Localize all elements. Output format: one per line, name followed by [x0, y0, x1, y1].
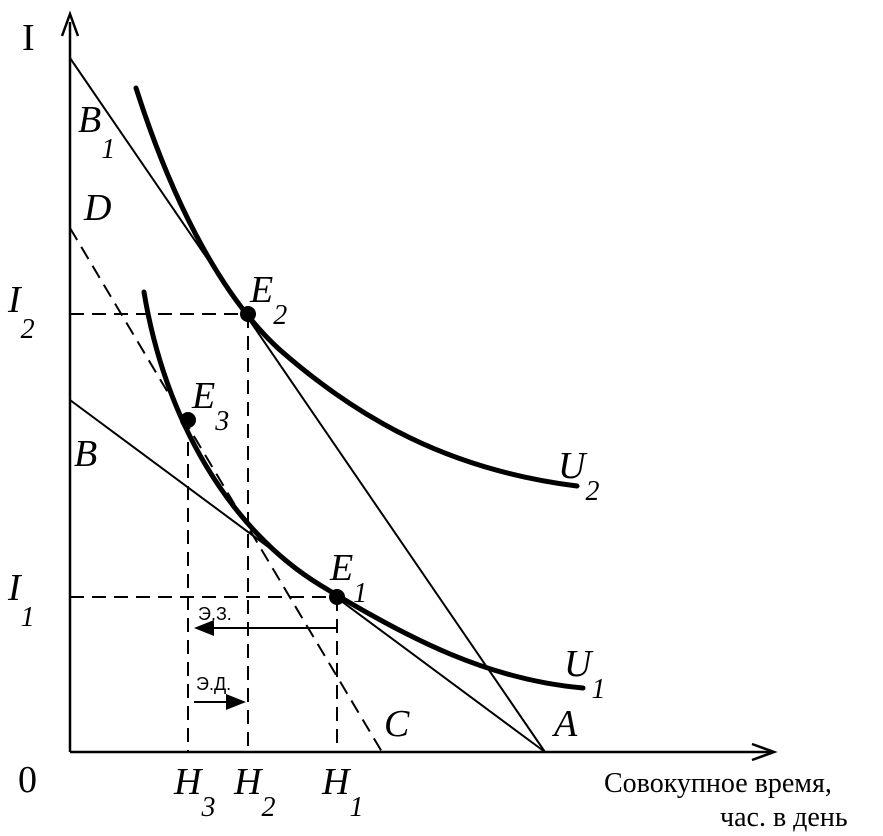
label-d: D	[83, 187, 111, 229]
label-e1: E1	[329, 547, 367, 609]
label-h3: H3	[173, 761, 215, 823]
label-c: C	[384, 703, 410, 745]
label-i1: I1	[7, 567, 35, 633]
indifference-curve-u1	[141, 289, 586, 691]
label-u1: U1	[564, 643, 605, 705]
point-e2	[240, 306, 256, 322]
label-u2: U2	[558, 445, 599, 507]
label-h2: H2	[233, 761, 275, 823]
x-axis-caption-line1: Совокупное время,	[604, 768, 832, 799]
budget-line-b1-a	[69, 57, 546, 753]
indifference-curve-u2	[133, 85, 580, 489]
label-e2: E2	[249, 269, 287, 331]
origin-label: 0	[18, 759, 37, 801]
label-h1: H1	[321, 761, 363, 823]
label-i2: I2	[7, 279, 35, 345]
label-b: B	[74, 433, 97, 475]
y-axis-arrow	[60, 10, 80, 37]
label-b1: B1	[78, 99, 115, 165]
substitution-effect-label: Э.З.	[198, 604, 232, 624]
y-axis-label: I	[22, 17, 35, 59]
point-e1	[329, 589, 345, 605]
x-axis-caption-line2: час. в день	[720, 802, 848, 833]
label-a: A	[551, 703, 578, 745]
x-axis-arrow	[751, 742, 778, 762]
point-e3	[180, 412, 196, 428]
income-effect-label: Э.Д.	[196, 674, 231, 694]
label-e3: E3	[191, 375, 229, 437]
budget-line-d-c	[69, 227, 383, 753]
